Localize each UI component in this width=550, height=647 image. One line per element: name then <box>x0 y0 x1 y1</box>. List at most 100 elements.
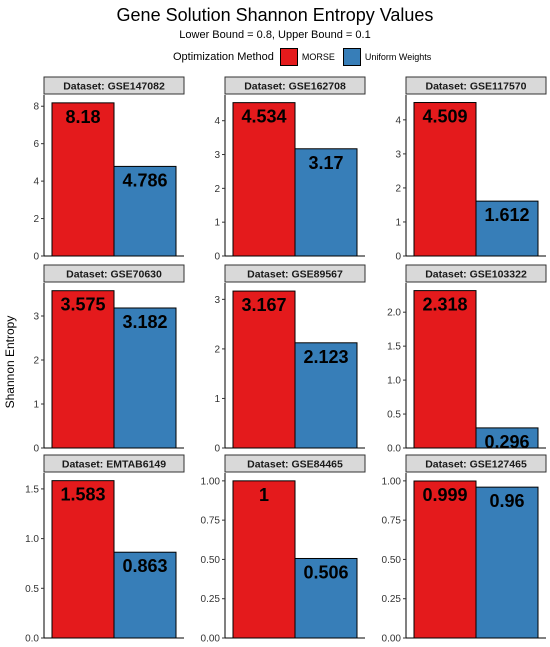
bar-value-label: 0.863 <box>122 556 167 576</box>
y-tick-label: 0.5 <box>25 584 39 595</box>
facet-panel: Dataset: GSE117570 0 1 2 3 4 4.509 1.612 <box>395 76 547 263</box>
y-tick-label: 1 <box>214 394 220 405</box>
y-tick-label: 2 <box>214 344 220 355</box>
y-tick-label: 3 <box>214 150 220 161</box>
y-tick-label: 1 <box>33 400 39 411</box>
bar-morse <box>413 102 477 257</box>
legend-key-uniform <box>342 48 361 66</box>
facet-strip-label: Dataset: GSE117570 <box>426 81 527 93</box>
y-tick-label: 0.25 <box>201 594 221 605</box>
facet-panel: Dataset: GSE147082 0 2 4 6 8 8.18 4.786 <box>33 76 185 263</box>
bar-morse <box>232 480 296 639</box>
bar-morse <box>51 290 115 449</box>
y-tick-label: 1.5 <box>25 484 39 495</box>
bar-value-label: 0.506 <box>303 562 348 582</box>
y-tick-label: 0 <box>395 252 401 263</box>
facet-panel: Dataset: GSE127465 0.00 0.25 0.50 0.75 1.00 0.… <box>382 454 547 645</box>
legend: Optimization Method MORSE Uniform Weight… <box>0 46 550 68</box>
y-tick-label: 0.75 <box>201 516 221 527</box>
y-tick-label: 1 <box>214 218 220 229</box>
bar-value-label: 1.583 <box>60 485 105 505</box>
bar-uniform-weights <box>294 148 358 257</box>
bar-uniform-weights <box>113 307 177 449</box>
bar-uniform-weights <box>475 486 539 639</box>
bar-value-label: 2.123 <box>303 347 348 367</box>
bar-value-label: 4.534 <box>241 107 286 127</box>
facet-strip <box>405 264 547 283</box>
facet-strip-label: Dataset: GSE84465 <box>247 459 343 471</box>
y-tick-label: 3 <box>214 295 220 306</box>
facet-panel: Dataset: GSE70630 0 1 2 3 3.575 3.182 <box>33 264 185 455</box>
bar-value-label: 2.318 <box>422 295 467 315</box>
legend-label-uniform: Uniform Weights <box>364 52 432 62</box>
bar-morse <box>51 102 115 257</box>
bar-value-label: 4.786 <box>122 170 167 190</box>
bar-morse <box>51 480 115 639</box>
bar-value-label: 1.612 <box>484 205 529 225</box>
facet-panel: Dataset: GSE162708 0 1 2 3 4 4.534 3.17 <box>214 76 366 263</box>
y-tick-label: 2 <box>214 184 220 195</box>
bar-uniform-weights <box>294 342 358 449</box>
bar-value-label: 3.182 <box>122 312 167 332</box>
y-tick-label: 2 <box>33 356 39 367</box>
bar-value-label: 4.509 <box>422 107 467 127</box>
y-tick-label: 0 <box>214 444 220 455</box>
bar-value-label: 8.18 <box>65 107 100 127</box>
facet-strip <box>43 264 185 283</box>
y-tick-label: 0.75 <box>382 516 402 527</box>
facet-panel: Dataset: EMTAB6149 0.0 0.5 1.0 1.5 1.583 0.863 <box>25 454 185 645</box>
y-tick-label: 0 <box>33 444 39 455</box>
bar-value-label: 3.167 <box>241 295 286 315</box>
y-tick-label: 0.25 <box>382 594 402 605</box>
legend-title: Optimization Method <box>173 51 274 63</box>
legend-key-morse <box>279 48 298 66</box>
bar-uniform-weights <box>475 427 539 449</box>
y-tick-label: 0.0 <box>25 634 39 645</box>
bar-uniform-weights <box>294 557 358 639</box>
bar-morse <box>413 290 477 449</box>
facet-panel: Dataset: GSE84465 0.00 0.25 0.50 0.75 1.00 1 0.… <box>201 454 366 645</box>
bar-morse <box>232 290 296 449</box>
bar-morse <box>413 480 477 639</box>
bar-value-label: 3.17 <box>308 153 343 173</box>
y-tick-label: 1.5 <box>387 342 401 353</box>
facet-strip <box>224 76 366 95</box>
facet-panel: Dataset: GSE89567 0 1 2 3 3.167 2.123 <box>214 264 366 455</box>
bar-morse <box>232 102 296 257</box>
facet-strip <box>43 76 185 95</box>
chart-title: Gene Solution Shannon Entropy Values <box>116 5 434 25</box>
y-tick-label: 4 <box>395 115 401 126</box>
facet-strip-label: Dataset: GSE103322 <box>425 269 527 281</box>
y-tick-label: 4 <box>214 116 220 127</box>
bar-uniform-weights <box>475 200 539 257</box>
bar-value-label: 0.296 <box>484 432 529 452</box>
y-tick-label: 0.5 <box>387 410 401 421</box>
bar-uniform-weights <box>113 165 177 257</box>
y-tick-label: 3 <box>395 149 401 160</box>
facet-strip <box>224 264 366 283</box>
bar-value-label: 0.999 <box>422 485 467 505</box>
bar-uniform-weights <box>113 551 177 639</box>
legend-label-morse: MORSE <box>301 52 335 62</box>
y-tick-label: 3 <box>33 312 39 323</box>
facet-strip-label: Dataset: GSE70630 <box>66 269 162 281</box>
facet-strip <box>43 454 185 473</box>
y-tick-label: 0 <box>33 252 39 263</box>
facet-strip-label: Dataset: GSE147082 <box>63 81 165 93</box>
bar-value-label: 1 <box>259 485 269 505</box>
chart-subtitle: Lower Bound = 0.8, Upper Bound = 0.1 <box>179 29 371 41</box>
facet-strip <box>405 454 547 473</box>
facet-strip-label: Dataset: GSE89567 <box>247 269 343 281</box>
facet-panel: Dataset: GSE103322 0.0 0.5 1.0 1.5 2.0 2.318 0.… <box>387 264 547 455</box>
facet-strip-label: Dataset: GSE162708 <box>244 81 346 93</box>
y-tick-label: 6 <box>33 139 39 150</box>
y-tick-label: 1.0 <box>25 534 39 545</box>
y-tick-label: 8 <box>33 102 39 113</box>
y-tick-label: 0.50 <box>382 555 402 566</box>
facet-strip-label: Dataset: EMTAB6149 <box>62 459 166 471</box>
y-tick-label: 2 <box>33 214 39 225</box>
y-tick-label: 1.00 <box>201 476 221 487</box>
y-tick-label: 2.0 <box>387 308 401 319</box>
y-tick-label: 0 <box>214 252 220 263</box>
